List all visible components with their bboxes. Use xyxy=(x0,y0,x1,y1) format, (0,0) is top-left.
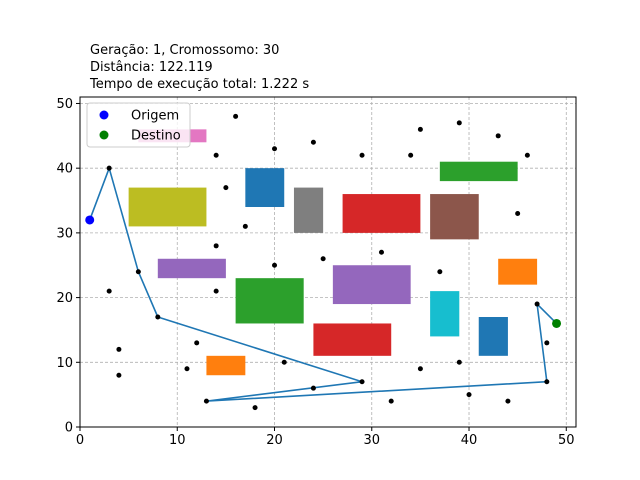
y-tick-label: 10 xyxy=(56,356,73,371)
legend-label: Destino xyxy=(131,129,181,144)
obstacle-rect xyxy=(332,265,411,305)
waypoint-dot xyxy=(233,113,239,119)
chart-title-distance: Distância: 122.119 xyxy=(90,60,213,75)
y-tick-label: 40 xyxy=(56,162,73,177)
x-tick-label: 20 xyxy=(266,433,283,448)
origin-marker xyxy=(85,215,95,225)
y-tick-label: 30 xyxy=(56,226,73,241)
waypoint-dot xyxy=(505,398,511,404)
waypoint-dot xyxy=(388,398,394,404)
obstacle-rect xyxy=(157,258,226,279)
waypoint-dot xyxy=(252,405,258,411)
y-tick-label: 20 xyxy=(56,291,73,306)
waypoints xyxy=(106,113,550,411)
obstacle-rect xyxy=(498,258,538,285)
obstacle-rect xyxy=(430,291,460,337)
obstacle-rect xyxy=(206,355,246,376)
waypoint-dot xyxy=(106,288,112,294)
waypoint-dot xyxy=(213,152,219,158)
legend-marker xyxy=(99,110,109,120)
waypoint-dot xyxy=(378,249,384,255)
waypoint-dot xyxy=(417,366,423,372)
obstacle-rect xyxy=(235,278,304,324)
waypoint-dot xyxy=(466,392,472,398)
waypoint-dot xyxy=(116,346,122,352)
waypoint-dot xyxy=(544,379,550,385)
y-tick-label: 0 xyxy=(65,421,73,436)
waypoint-dot xyxy=(408,152,414,158)
obstacle-rect xyxy=(430,194,479,240)
waypoint-dot xyxy=(544,340,550,346)
waypoint-dot xyxy=(106,165,112,171)
legend-marker xyxy=(99,130,109,140)
waypoint-dot xyxy=(359,152,365,158)
x-tick-label: 30 xyxy=(363,433,380,448)
waypoint-dot xyxy=(194,340,200,346)
waypoint-dot xyxy=(203,398,209,404)
x-tick-label: 10 xyxy=(169,433,186,448)
destination-marker xyxy=(552,318,562,328)
endpoints xyxy=(85,215,562,328)
waypoint-dot xyxy=(417,126,423,132)
obstacle-rect xyxy=(478,317,508,356)
waypoint-dot xyxy=(223,185,229,191)
axis-ticks: 0 10 20 30 40 50 0 10 20 30 40 50 xyxy=(56,97,574,448)
waypoint-dot xyxy=(534,301,540,307)
waypoint-dot xyxy=(495,133,501,139)
obstacle-rect xyxy=(245,168,285,207)
waypoint-dot xyxy=(524,152,530,158)
waypoint-dot xyxy=(456,359,462,365)
waypoint-dot xyxy=(213,243,219,249)
obstacle-rect xyxy=(342,194,421,233)
waypoint-dot xyxy=(272,146,278,152)
legend-box xyxy=(86,102,191,148)
obstacle-rect xyxy=(293,187,324,233)
waypoint-dot xyxy=(116,372,122,378)
x-tick-label: 50 xyxy=(558,433,575,448)
waypoint-dot xyxy=(515,210,521,216)
x-tick-label: 40 xyxy=(461,433,478,448)
chart-title-generation: Geração: 1, Cromossomo: 30 xyxy=(90,43,280,58)
obstacles xyxy=(128,129,538,376)
waypoint-dot xyxy=(184,366,190,372)
waypoint-dot xyxy=(272,262,278,268)
waypoint-dot xyxy=(310,139,316,145)
y-tick-label: 50 xyxy=(56,97,73,112)
waypoint-dot xyxy=(310,385,316,391)
axes-frame xyxy=(79,96,577,428)
obstacle-rect xyxy=(439,161,518,182)
waypoint-dot xyxy=(213,288,219,294)
waypoint-dot xyxy=(135,269,141,275)
legend-label: Origem xyxy=(131,109,179,124)
legend: Origem Destino xyxy=(86,102,191,148)
waypoint-dot xyxy=(281,359,287,365)
obstacle-rect xyxy=(128,187,207,227)
obstacle-rect xyxy=(313,323,392,356)
waypoint-dot xyxy=(437,269,443,275)
x-tick-label: 0 xyxy=(76,433,84,448)
waypoint-dot xyxy=(155,314,161,320)
waypoint-dot xyxy=(456,120,462,126)
waypoint-dot xyxy=(359,379,365,385)
waypoint-dot xyxy=(320,256,326,262)
chart-title-exec-time: Tempo de execução total: 1.222 s xyxy=(90,77,310,92)
waypoint-dot xyxy=(242,223,248,229)
